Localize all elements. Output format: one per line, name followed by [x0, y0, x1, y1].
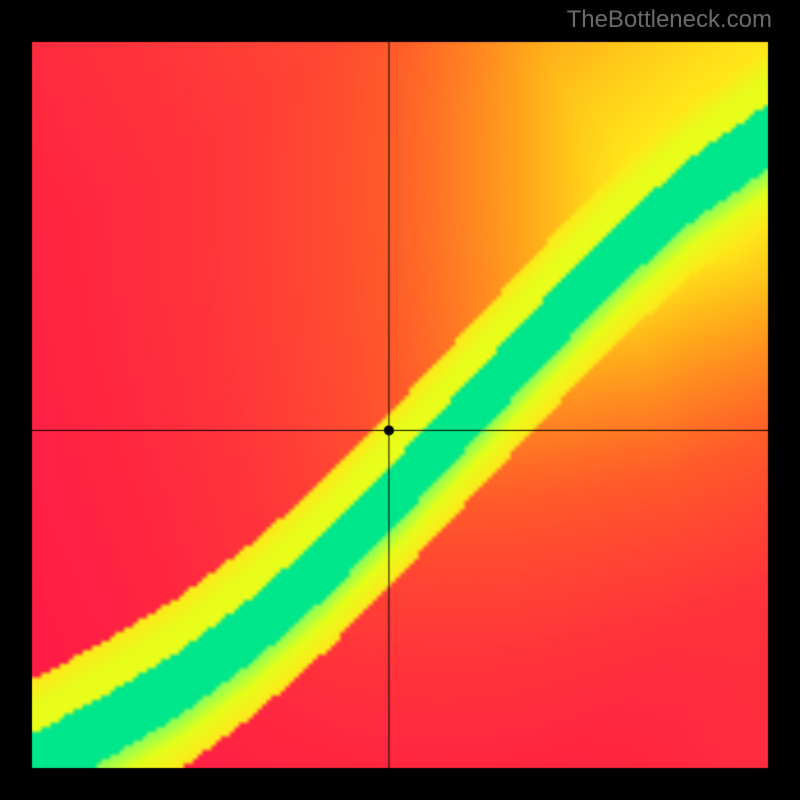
heatmap-canvas — [0, 0, 800, 800]
bottleneck-heatmap-chart — [0, 0, 800, 800]
watermark-text: TheBottleneck.com — [567, 6, 772, 34]
